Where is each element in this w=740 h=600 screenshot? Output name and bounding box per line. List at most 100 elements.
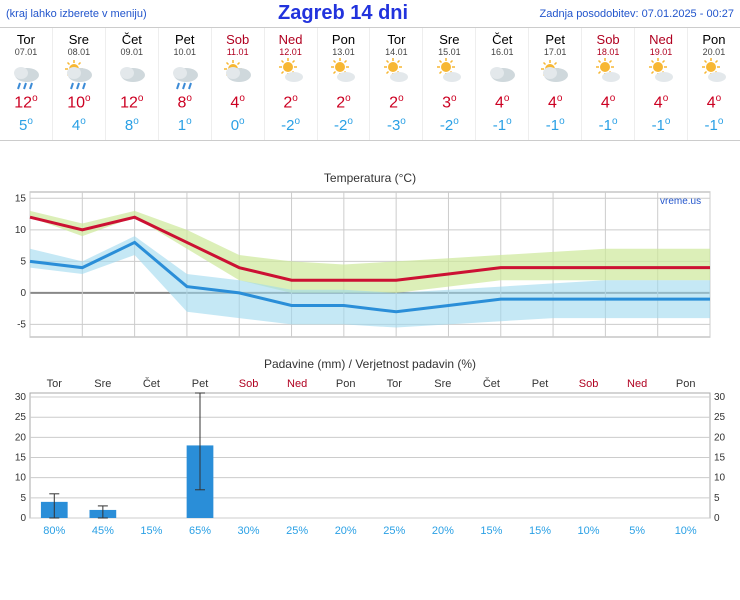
- svg-text:30%: 30%: [238, 525, 260, 537]
- day-date: 07.01: [0, 47, 52, 57]
- svg-text:Pet: Pet: [192, 378, 209, 390]
- day-date: 08.01: [53, 47, 105, 57]
- svg-text:Pon: Pon: [336, 378, 356, 390]
- svg-text:15: 15: [15, 453, 27, 464]
- temp-high: 4o: [582, 93, 634, 112]
- svg-text:10%: 10%: [578, 525, 600, 537]
- weather-icon: [582, 57, 634, 91]
- day-of-week: Čet: [476, 32, 528, 47]
- svg-text:Sre: Sre: [434, 378, 451, 390]
- weather-icon: [0, 57, 52, 91]
- menu-hint[interactable]: (kraj lahko izberete v meniju): [6, 8, 147, 20]
- day-column: Pet10.01 8o 1o: [159, 28, 212, 140]
- temp-high: 4o: [212, 93, 264, 112]
- svg-text:25%: 25%: [383, 525, 405, 537]
- day-column: Čet09.01 12o 8o: [106, 28, 159, 140]
- day-column: Pon13.012o-2o: [318, 28, 371, 140]
- weather-widget: (kraj lahko izberete v meniju) Zagreb 14…: [0, 0, 740, 538]
- weather-icon: [159, 57, 211, 91]
- day-date: 17.01: [529, 47, 581, 57]
- svg-text:20%: 20%: [432, 525, 454, 537]
- day-of-week: Sre: [423, 32, 475, 47]
- day-of-week: Ned: [635, 32, 687, 47]
- svg-text:Čet: Čet: [143, 377, 160, 390]
- temp-low: -1o: [529, 116, 581, 134]
- day-of-week: Pet: [159, 32, 211, 47]
- svg-text:45%: 45%: [92, 525, 114, 537]
- svg-text:Sre: Sre: [94, 378, 111, 390]
- temp-high: 2o: [318, 93, 370, 112]
- day-column: Ned19.014o-1o: [635, 28, 688, 140]
- svg-text:10%: 10%: [675, 525, 697, 537]
- svg-text:5: 5: [714, 493, 720, 504]
- temp-high: 4o: [529, 93, 581, 112]
- svg-text:Čet: Čet: [483, 377, 500, 390]
- day-of-week: Pet: [529, 32, 581, 47]
- svg-text:15%: 15%: [529, 525, 551, 537]
- day-column: Sob11.014o0o: [212, 28, 265, 140]
- precip-chart-title: Padavine (mm) / Verjetnost padavin (%): [0, 357, 740, 371]
- temp-high: 2o: [265, 93, 317, 112]
- svg-text:20: 20: [15, 433, 27, 444]
- temp-low: -2o: [318, 116, 370, 134]
- weather-icon: [476, 57, 528, 91]
- header: (kraj lahko izberete v meniju) Zagreb 14…: [0, 0, 740, 28]
- weather-icon: [688, 57, 740, 91]
- svg-text:25%: 25%: [286, 525, 308, 537]
- svg-text:Tor: Tor: [47, 378, 63, 390]
- svg-text:Pet: Pet: [532, 378, 549, 390]
- day-date: 10.01: [159, 47, 211, 57]
- svg-text:Tor: Tor: [387, 378, 403, 390]
- day-of-week: Pon: [318, 32, 370, 47]
- day-date: 15.01: [423, 47, 475, 57]
- day-of-week: Čet: [106, 32, 158, 47]
- temp-low: 4o: [53, 116, 105, 134]
- svg-text:vreme.us: vreme.us: [660, 196, 701, 207]
- temp-high: 4o: [688, 93, 740, 112]
- day-date: 14.01: [370, 47, 422, 57]
- svg-text:Sob: Sob: [239, 378, 259, 390]
- temp-low: 1o: [159, 116, 211, 134]
- temp-low: 8o: [106, 116, 158, 134]
- svg-text:Ned: Ned: [627, 378, 647, 390]
- svg-text:0: 0: [20, 513, 26, 524]
- temp-high: 3o: [423, 93, 475, 112]
- svg-text:10: 10: [15, 225, 27, 236]
- svg-text:30: 30: [714, 392, 726, 403]
- day-column: Ned12.012o-2o: [265, 28, 318, 140]
- temperature-chart-title: Temperatura (°C): [0, 171, 740, 185]
- weather-icon: [635, 57, 687, 91]
- day-date: 18.01: [582, 47, 634, 57]
- temp-low: -3o: [370, 116, 422, 134]
- day-of-week: Tor: [0, 32, 52, 47]
- temp-low: -2o: [423, 116, 475, 134]
- day-column: Tor07.0112o5o: [0, 28, 53, 140]
- temp-high: 12o: [0, 93, 52, 112]
- day-column: Sre15.01 3o -2o: [423, 28, 476, 140]
- svg-text:10: 10: [15, 473, 27, 484]
- temp-high: 4o: [476, 93, 528, 112]
- location-title: Zagreb 14 dni: [278, 2, 408, 25]
- svg-text:25: 25: [714, 413, 726, 424]
- day-column: Sre08.0110o4o: [53, 28, 106, 140]
- weather-icon: [370, 57, 422, 91]
- svg-text:10: 10: [714, 473, 726, 484]
- day-column: Pet17.01 4o -1o: [529, 28, 582, 140]
- day-date: 12.01: [265, 47, 317, 57]
- temp-low: -2o: [265, 116, 317, 134]
- day-date: 11.01: [212, 47, 264, 57]
- temp-high: 10o: [53, 93, 105, 112]
- day-column: Sob18.014o-1o: [582, 28, 635, 140]
- weather-icon: [265, 57, 317, 91]
- temp-low: -1o: [582, 116, 634, 134]
- svg-text:-5: -5: [17, 320, 26, 331]
- day-date: 16.01: [476, 47, 528, 57]
- svg-text:20%: 20%: [335, 525, 357, 537]
- day-date: 09.01: [106, 47, 158, 57]
- svg-text:5: 5: [20, 493, 26, 504]
- svg-text:Ned: Ned: [287, 378, 307, 390]
- temp-low: -1o: [476, 116, 528, 134]
- temp-high: 8o: [159, 93, 211, 112]
- temp-high: 12o: [106, 93, 158, 112]
- svg-text:0: 0: [714, 513, 720, 524]
